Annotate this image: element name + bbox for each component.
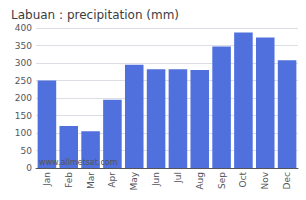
svg-text:300: 300 (15, 58, 32, 68)
svg-text:Jul: Jul (173, 172, 183, 184)
svg-text:May: May (129, 171, 139, 190)
svg-text:Sep: Sep (217, 172, 227, 189)
svg-text:0: 0 (26, 163, 32, 173)
svg-text:Oct: Oct (238, 172, 248, 188)
svg-text:Jan: Jan (42, 172, 52, 187)
svg-text:Feb: Feb (64, 172, 74, 188)
svg-text:Labuan : precipitation (mm): Labuan : precipitation (mm) (11, 8, 179, 22)
svg-text:Aug: Aug (195, 172, 205, 190)
svg-text:www.allmetsat.com: www.allmetsat.com (39, 158, 118, 167)
svg-text:150: 150 (15, 111, 32, 121)
svg-text:200: 200 (15, 93, 32, 103)
svg-text:250: 250 (15, 76, 32, 86)
svg-text:Nov: Nov (260, 171, 270, 189)
svg-text:Dec: Dec (282, 172, 292, 189)
svg-text:400: 400 (15, 23, 32, 33)
svg-text:Jun: Jun (151, 172, 161, 187)
svg-text:350: 350 (15, 41, 32, 51)
svg-text:Mar: Mar (86, 172, 96, 189)
svg-text:100: 100 (15, 128, 32, 138)
svg-text:Apr: Apr (107, 172, 117, 188)
svg-text:50: 50 (21, 146, 33, 156)
